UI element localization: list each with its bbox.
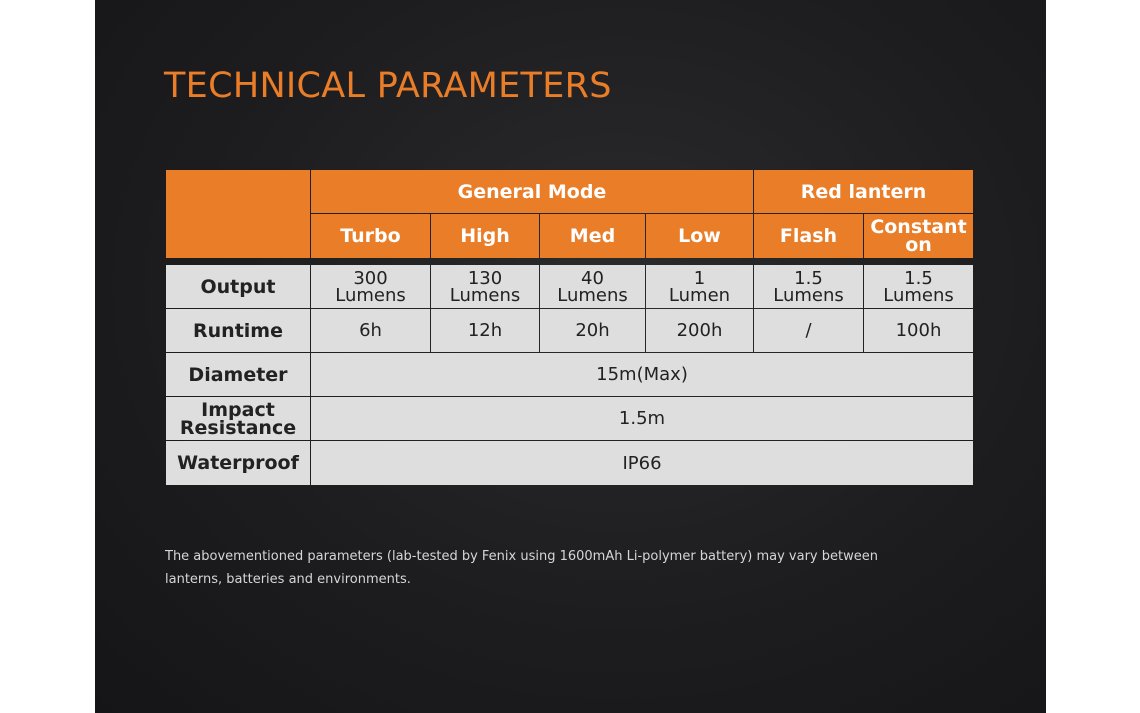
table-corner (166, 170, 310, 258)
waterproof-value: IP66 (311, 441, 973, 485)
mode-header-low: Low (646, 214, 753, 258)
runtime-med: 20h (540, 309, 645, 352)
footnote: The abovementioned parameters (lab-teste… (165, 549, 878, 587)
runtime-high: 12h (431, 309, 539, 352)
mode-header-turbo: Turbo (311, 214, 430, 258)
output-turbo: 300 Lumens (311, 265, 430, 308)
row-label-output: Output (166, 265, 310, 308)
runtime-low: 200h (646, 309, 753, 352)
mode-header-constant-on: Constant on (864, 214, 973, 258)
output-flash: 1.5 Lumens (754, 265, 863, 308)
group-header-general: General Mode (311, 170, 753, 213)
row-label-runtime: Runtime (166, 309, 310, 352)
runtime-flash: / (754, 309, 863, 352)
output-high: 130 Lumens (431, 265, 539, 308)
output-med: 40 Lumens (540, 265, 645, 308)
runtime-constant-on: 100h (864, 309, 973, 352)
spec-panel: TECHNICAL PARAMETERS General Mode Red la… (95, 0, 1046, 713)
mode-header-flash: Flash (754, 214, 863, 258)
page-title: TECHNICAL PARAMETERS (164, 66, 612, 106)
row-label-impact-resistance: Impact Resistance (166, 397, 310, 440)
group-header-red-lantern: Red lantern (754, 170, 973, 213)
row-label-diameter: Diameter (166, 353, 310, 396)
impact-resistance-value: 1.5m (311, 397, 973, 440)
output-low: 1 Lumen (646, 265, 753, 308)
diameter-value: 15m(Max) (311, 353, 973, 396)
output-constant-on: 1.5 Lumens (864, 265, 973, 308)
mode-header-med: Med (540, 214, 645, 258)
row-label-waterproof: Waterproof (166, 441, 310, 485)
mode-header-high: High (431, 214, 539, 258)
runtime-turbo: 6h (311, 309, 430, 352)
